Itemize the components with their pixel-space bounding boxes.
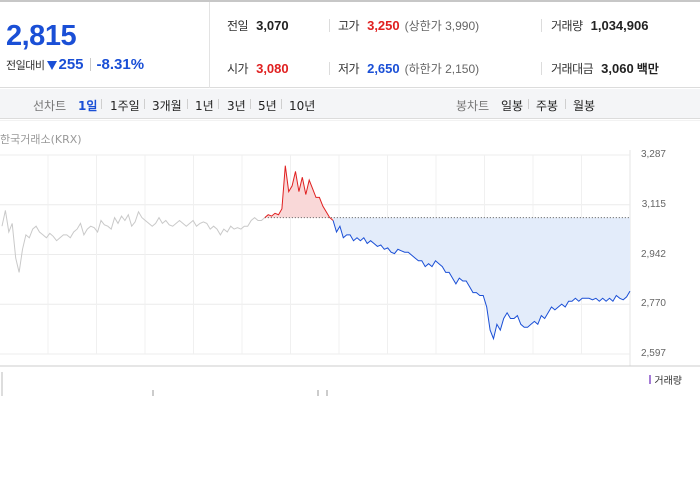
y-tick-label: 2,597 xyxy=(640,348,666,359)
price-line-up xyxy=(264,165,334,221)
divider xyxy=(101,99,102,109)
above-reference-fill xyxy=(264,165,334,221)
high-value: 3,250 xyxy=(367,18,400,33)
y-tick-label: 3,287 xyxy=(640,149,666,160)
volume-legend-swatch xyxy=(649,375,652,384)
data-source: 한국거래소(KRX) xyxy=(0,133,82,146)
tab-1week[interactable]: 1주일 xyxy=(110,99,140,113)
y-tick-label: 2,770 xyxy=(640,298,666,310)
stock-summary: 2,815 전일대비 255 -8.31% 전일 3,070 고가 3,250 … xyxy=(0,0,700,88)
high-stat: 고가 3,250 (상한가 3,990) xyxy=(338,17,479,34)
volume-value: 1,034,906 xyxy=(590,18,649,33)
lower-limit: (하한가 2,150) xyxy=(404,62,480,76)
volume-legend-label: 거래량 xyxy=(654,376,682,387)
intraday-chart: 한국거래소(KRX) 3,287 3,115 2,942 2,770 2,597… xyxy=(0,120,700,490)
y-tick-label: 3,115 xyxy=(641,198,666,210)
tab-1day[interactable]: 1일 xyxy=(78,99,98,113)
low-value: 2,650 xyxy=(367,61,400,76)
prev-close-label: 전일 xyxy=(227,19,249,33)
change-label: 전일대비 xyxy=(6,58,45,72)
chart-period-tabbar: 선차트 1일 1주일 3개월 1년 3년 5년 10년 봉차트 일봉 주봉 월봉 xyxy=(0,89,700,119)
open-label: 시가 xyxy=(227,62,249,76)
divider xyxy=(565,99,566,109)
trade-value-unit: 백만 xyxy=(636,62,659,76)
divider xyxy=(144,99,145,109)
divider xyxy=(541,19,542,32)
line-chart-title: 선차트 xyxy=(33,99,67,113)
prev-close-stat: 전일 3,070 xyxy=(227,17,289,34)
divider xyxy=(89,58,91,71)
low-stat: 저가 2,650 (하한가 2,150) xyxy=(338,60,479,77)
tab-monthly-candle[interactable]: 월봉 xyxy=(573,99,596,113)
tab-3year[interactable]: 3년 xyxy=(227,99,246,113)
tab-weekly-candle[interactable]: 주봉 xyxy=(536,99,559,113)
tab-1year[interactable]: 1년 xyxy=(195,99,214,113)
divider xyxy=(329,62,330,75)
price-box: 2,815 전일대비 255 -8.31% xyxy=(0,2,210,88)
upper-limit: (상한가 3,990) xyxy=(404,19,480,33)
change-value: 255 xyxy=(58,56,84,73)
low-label: 저가 xyxy=(338,62,360,76)
trade-value-stat: 거래대금 3,060 백만 xyxy=(551,60,659,77)
below-reference-fill xyxy=(333,217,630,339)
volume-legend: 거래량 xyxy=(649,372,682,387)
open-value: 3,080 xyxy=(256,61,289,76)
price-chart-svg xyxy=(0,120,700,396)
pre-open-price-line xyxy=(1,210,266,273)
change-row: 전일대비 255 -8.31% xyxy=(6,56,144,73)
divider xyxy=(541,62,542,75)
triangle-down-icon xyxy=(47,60,58,70)
high-label: 고가 xyxy=(338,19,360,33)
divider xyxy=(187,99,188,109)
divider xyxy=(528,99,529,109)
open-stat: 시가 3,080 xyxy=(227,60,289,77)
volume-stat: 거래량 1,034,906 xyxy=(551,17,648,34)
change-percent: -8.31% xyxy=(96,56,145,73)
tab-daily-candle[interactable]: 일봉 xyxy=(501,99,524,113)
trade-value-label: 거래대금 xyxy=(551,62,594,76)
candle-chart-title: 봉차트 xyxy=(456,99,490,113)
divider xyxy=(281,99,282,109)
y-tick-label: 2,942 xyxy=(640,248,666,260)
divider xyxy=(329,19,330,32)
tab-10year[interactable]: 10년 xyxy=(289,99,316,113)
divider xyxy=(250,99,251,109)
prev-close-value: 3,070 xyxy=(256,18,289,33)
volume-label: 거래량 xyxy=(551,19,583,33)
tab-3month[interactable]: 3개월 xyxy=(152,99,182,113)
tab-5year[interactable]: 5년 xyxy=(258,99,277,113)
trade-value: 3,060 xyxy=(601,61,634,76)
divider xyxy=(218,99,219,109)
price-line-down xyxy=(332,220,631,341)
current-price: 2,815 xyxy=(6,20,77,52)
